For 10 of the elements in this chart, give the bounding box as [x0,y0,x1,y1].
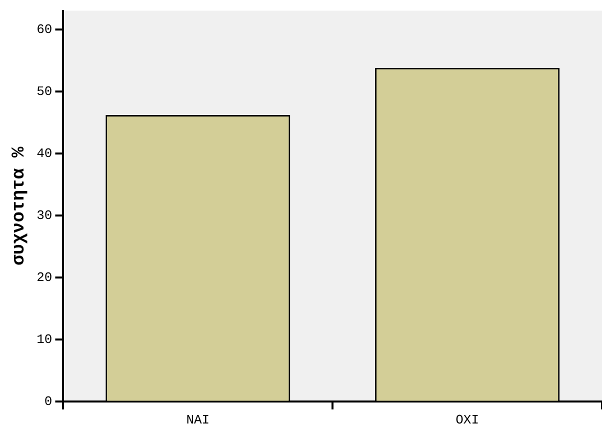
y-axis-title: συχνοτητα % [9,146,30,266]
y-tick-label: 60 [36,22,52,37]
y-tick-label: 10 [36,332,52,347]
y-tick-label: 40 [36,146,52,161]
y-tick-label: 30 [36,208,52,223]
x-tick-label: ΝΑΙ [186,412,210,428]
y-tick-label: 50 [36,84,52,99]
y-tick-label: 0 [44,394,52,409]
y-tick-label: 20 [36,270,52,285]
x-tick-label: ΟΧΙ [456,412,480,428]
